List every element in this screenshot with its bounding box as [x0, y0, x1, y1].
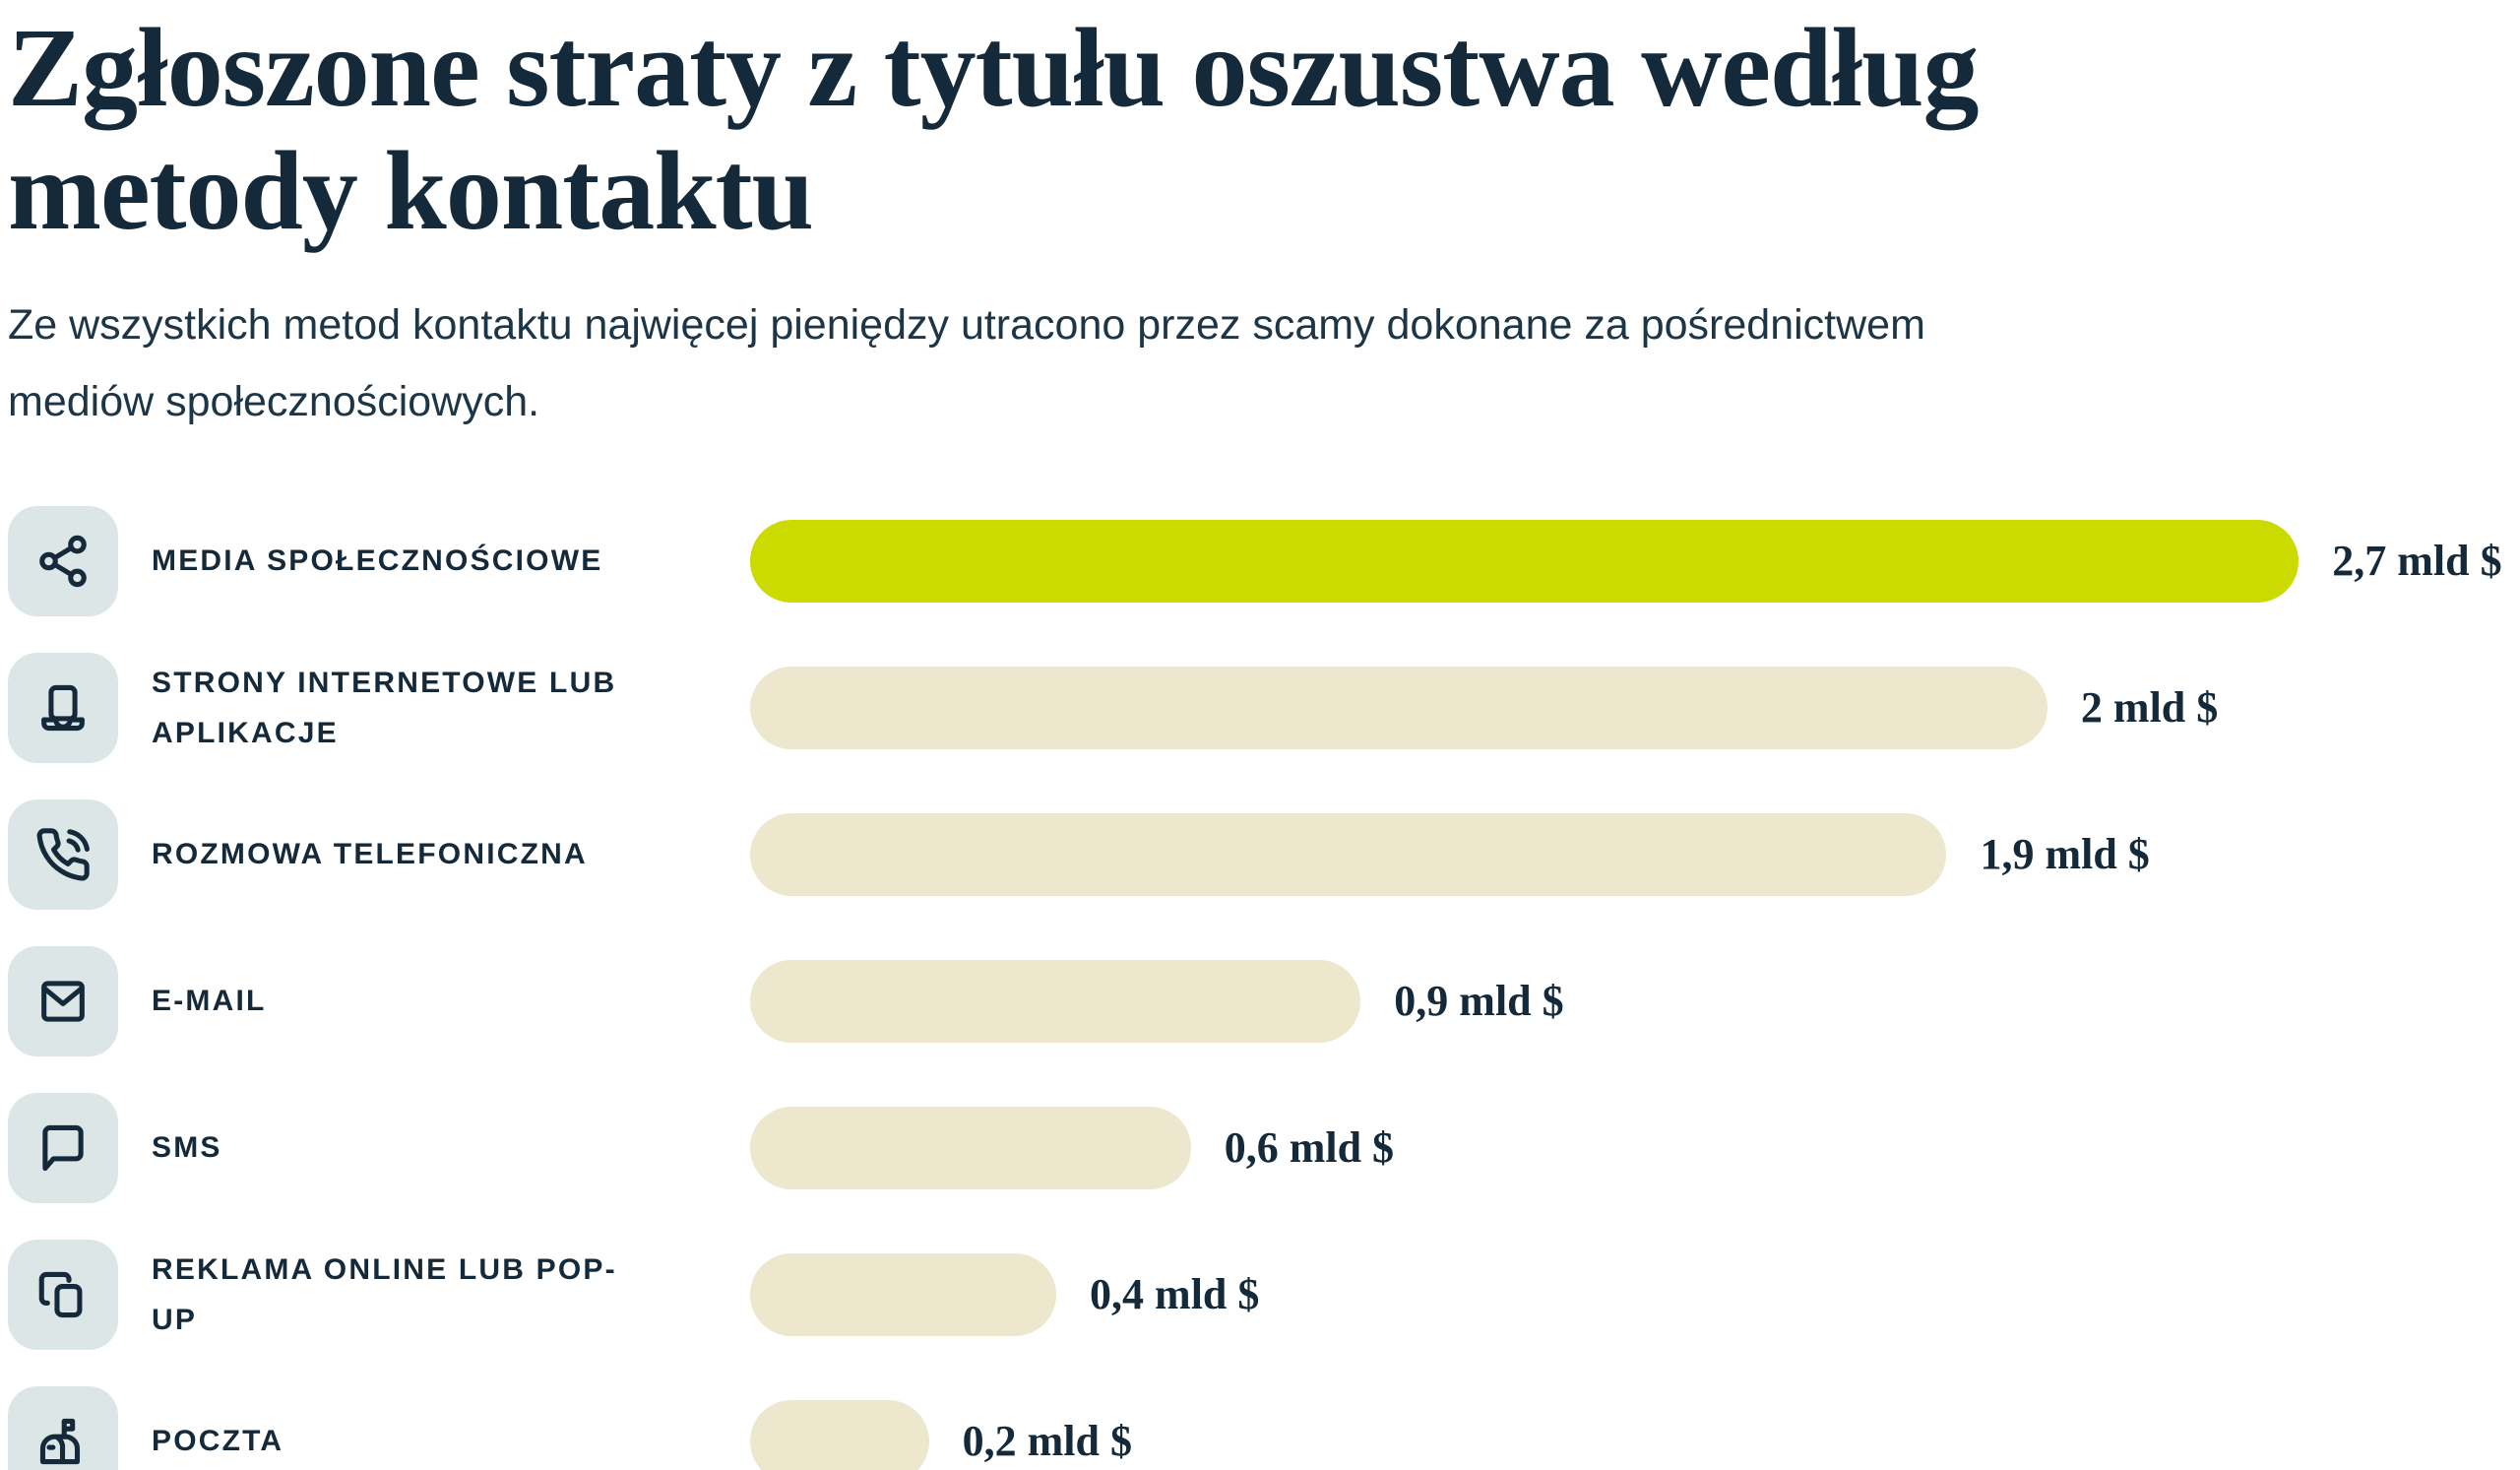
bar-track: 0,2 mld $	[750, 1399, 2520, 1470]
category-label: SMS	[152, 1131, 222, 1165]
chart-row-websites-apps: STRONY INTERNETOWE LUB APLIKACJE 2 mld $	[8, 634, 2520, 781]
category-label: ROZMOWA TELEFONICZNA	[152, 838, 588, 871]
bar-phone-call	[750, 812, 1947, 896]
bar-value: 2,7 mld $	[2332, 537, 2502, 586]
bar-websites-apps	[750, 666, 2048, 749]
bar-value: 0,6 mld $	[1224, 1123, 1395, 1173]
page-subtitle: Ze wszystkich metod kontaktu najwięcej p…	[8, 287, 2488, 441]
phone-call-icon	[8, 799, 118, 910]
chart-row-online-ad-popup: REKLAMA ONLINE LUB POP-UP 0,4 mld $	[8, 1221, 2520, 1368]
bar-value: 2 mld $	[2080, 683, 2219, 733]
page-subtitle-line-1: Ze wszystkich metod kontaktu najwięcej p…	[8, 300, 1925, 349]
bar-track: 0,4 mld $	[750, 1252, 2520, 1336]
category-label: REKLAMA ONLINE LUB POP-UP	[152, 1252, 617, 1336]
bar-value: 0,2 mld $	[962, 1417, 1132, 1466]
bar-value: 0,9 mld $	[1394, 977, 1564, 1026]
share-icon	[8, 505, 118, 616]
bar-postal-mail	[750, 1399, 929, 1470]
category-label: E-MAIL	[152, 985, 267, 1018]
bar-social-media	[750, 519, 2300, 603]
chart-row-postal-mail: POCZTA 0,2 mld $	[8, 1368, 2520, 1470]
bar-track: 2 mld $	[750, 666, 2520, 749]
page-subtitle-line-2: mediów społecznościowych.	[8, 378, 540, 426]
message-square-icon	[8, 1092, 118, 1203]
page-title-line-2: metody kontaktu	[8, 128, 814, 254]
page-title: Zgłoszone straty z tytułu oszustwa wedłu…	[8, 6, 2520, 253]
chart-row-email: E-MAIL 0,9 mld $	[8, 927, 2520, 1074]
bar-value: 0,4 mld $	[1090, 1270, 1260, 1319]
bar-track: 2,7 mld $	[750, 519, 2520, 603]
laptop-icon	[8, 652, 118, 763]
bar-chart: MEDIA SPOŁECZNOŚCIOWE 2,7 mld $ STRONY I…	[8, 487, 2520, 1470]
popup-ad-icon	[8, 1239, 118, 1350]
category-label: STRONY INTERNETOWE LUB APLIKACJE	[152, 666, 617, 749]
page-title-line-1: Zgłoszone straty z tytułu oszustwa wedłu…	[8, 5, 1979, 130]
chart-row-phone-call: ROZMOWA TELEFONICZNA 1,9 mld $	[8, 781, 2520, 927]
bar-email	[750, 959, 1361, 1043]
bar-value: 1,9 mld $	[1980, 830, 2150, 879]
bar-online-ad-popup	[750, 1252, 1057, 1336]
bar-track: 0,9 mld $	[750, 959, 2520, 1043]
mail-icon	[8, 945, 118, 1056]
bar-track: 1,9 mld $	[750, 812, 2520, 896]
chart-row-social-media: MEDIA SPOŁECZNOŚCIOWE 2,7 mld $	[8, 487, 2520, 634]
chart-row-sms: SMS 0,6 mld $	[8, 1074, 2520, 1221]
bar-sms	[750, 1106, 1191, 1189]
category-label: POCZTA	[152, 1425, 284, 1458]
mailbox-icon	[8, 1385, 118, 1470]
category-label: MEDIA SPOŁECZNOŚCIOWE	[152, 544, 603, 578]
bar-track: 0,6 mld $	[750, 1106, 2520, 1189]
